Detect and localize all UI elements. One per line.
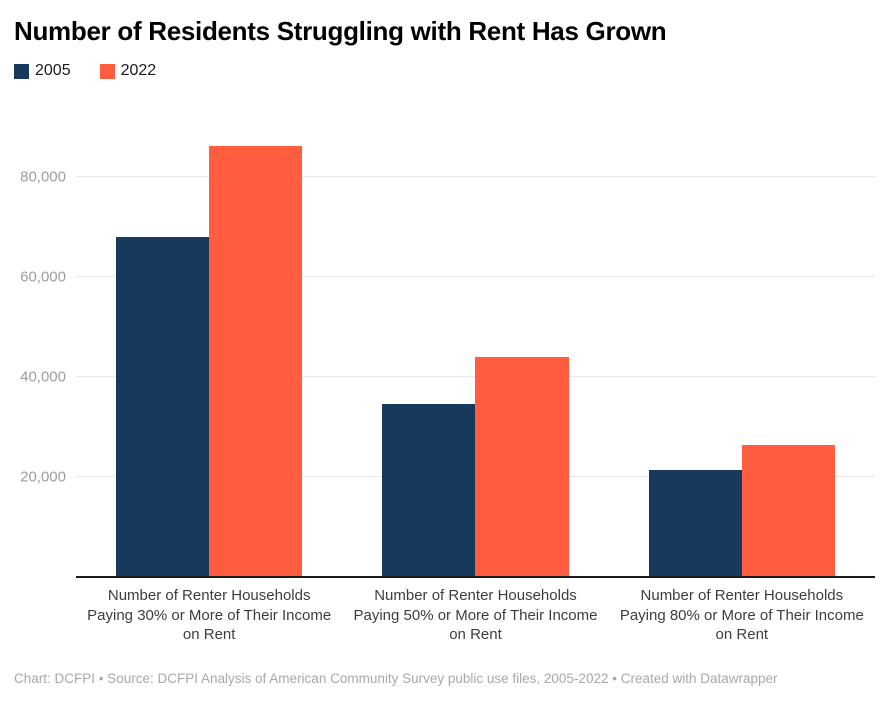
category-label-3: Number of Renter Households Paying 80% o… xyxy=(619,587,864,644)
bar-2005-group1 xyxy=(115,237,210,578)
category-label-1: Number of Renter Households Paying 30% o… xyxy=(87,587,332,644)
legend-item-2005: 2005 xyxy=(14,62,71,80)
legend: 2005 2022 xyxy=(14,62,875,80)
chart-title: Number of Residents Struggling with Rent… xyxy=(14,16,667,46)
x-axis-line xyxy=(76,576,875,579)
legend-label: 2022 xyxy=(120,62,157,80)
y-tick-label-80,000: 80,000 xyxy=(20,168,66,186)
bar-2005-group2 xyxy=(382,403,476,578)
y-tick-label-40,000: 40,000 xyxy=(20,368,66,386)
plot-wrapper: 20,000 40,000 60,000 80,000 Number of Rente… xyxy=(20,137,875,645)
bar-2022-group1 xyxy=(209,145,303,578)
category-label-2: Number of Renter Households Paying 50% o… xyxy=(353,587,598,644)
bar-2022-group2 xyxy=(475,357,569,578)
legend-item-2022: 2022 xyxy=(99,62,157,80)
attribution-footer: Chart: DCFPI • Source: DCFPI Analysis of… xyxy=(14,669,820,689)
y-tick-label-20,000: 20,000 xyxy=(20,468,66,486)
x-axis-labels: Number of Renter Households Paying 30% o… xyxy=(76,586,875,645)
legend-swatch-2022 xyxy=(99,63,115,79)
bar-2005-group3 xyxy=(648,470,742,578)
bar-2022-group3 xyxy=(741,444,836,578)
legend-label: 2005 xyxy=(35,62,71,80)
bar-group-1 xyxy=(76,137,342,578)
legend-swatch-2005 xyxy=(14,63,29,79)
bar-group-3 xyxy=(609,137,875,578)
attribution-text: Chart: DCFPI • Source: DCFPI Analysis of… xyxy=(14,670,778,686)
gridline-80,000 xyxy=(76,176,875,178)
y-tick-label-60,000: 60,000 xyxy=(20,268,66,286)
gridline-60,000 xyxy=(76,276,875,278)
bar-group-2 xyxy=(342,137,608,578)
bar-groups xyxy=(76,137,875,578)
plot-area: 20,000 40,000 60,000 80,000 xyxy=(20,137,875,579)
